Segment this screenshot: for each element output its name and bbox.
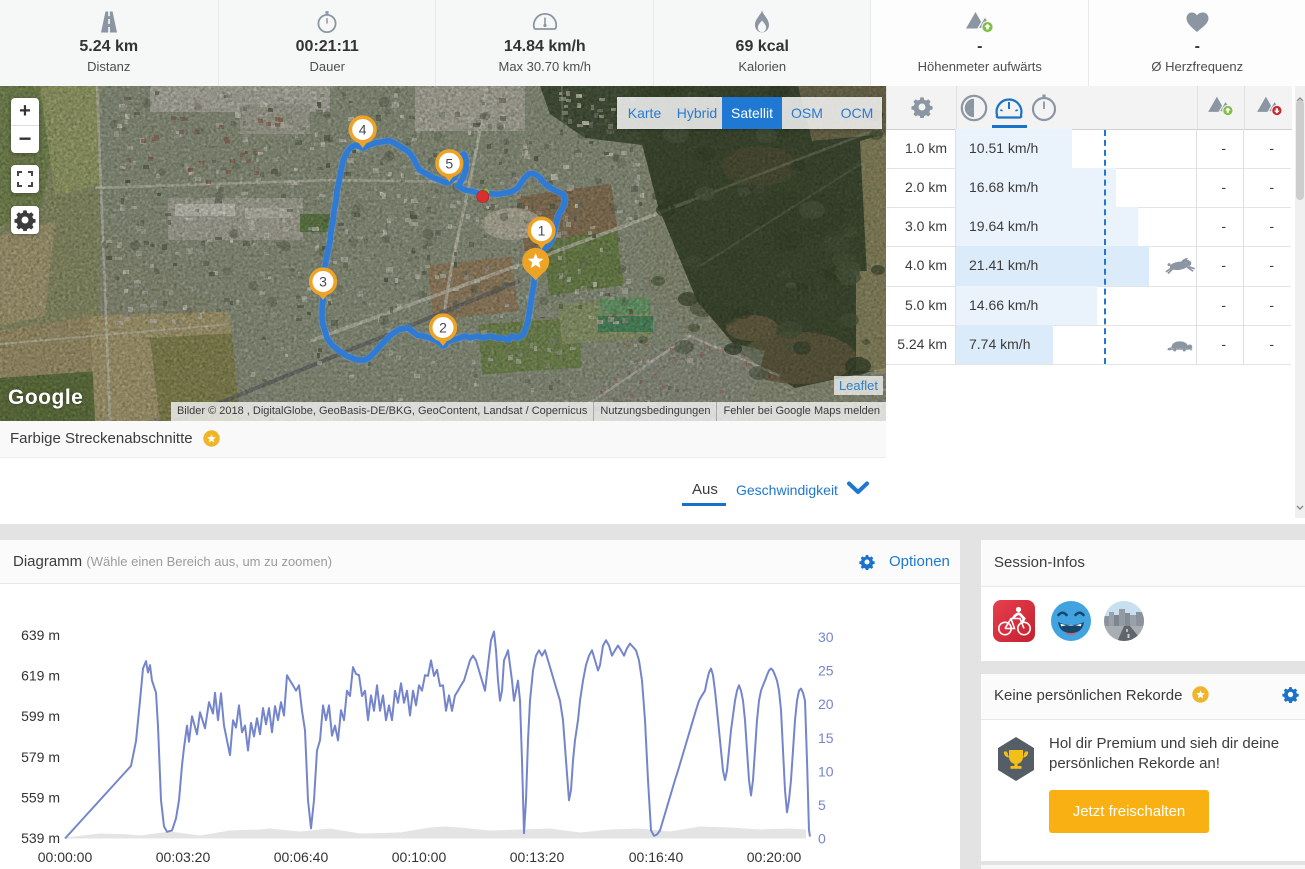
svg-text:619 m: 619 m — [21, 668, 60, 684]
svg-text:00:06:40: 00:06:40 — [274, 849, 329, 865]
svg-text:539 m: 539 m — [21, 830, 60, 846]
svg-text:00:13:20: 00:13:20 — [510, 849, 565, 865]
svg-text:15: 15 — [818, 730, 834, 746]
svg-text:5: 5 — [818, 797, 826, 813]
svg-text:10: 10 — [818, 763, 834, 779]
svg-text:20: 20 — [818, 696, 834, 712]
svg-text:559 m: 559 m — [21, 789, 60, 805]
svg-text:0: 0 — [818, 831, 826, 847]
svg-text:00:16:40: 00:16:40 — [629, 849, 684, 865]
svg-text:00:00:00: 00:00:00 — [38, 849, 93, 865]
svg-text:30: 30 — [818, 629, 834, 645]
svg-text:579 m: 579 m — [21, 749, 60, 765]
svg-text:2: 2 — [439, 320, 447, 336]
svg-text:4: 4 — [359, 122, 367, 138]
svg-text:25: 25 — [818, 663, 834, 679]
svg-text:00:03:20: 00:03:20 — [156, 849, 211, 865]
svg-text:1: 1 — [538, 223, 546, 239]
svg-text:5: 5 — [445, 155, 453, 171]
svg-text:00:20:00: 00:20:00 — [747, 849, 802, 865]
svg-text:639 m: 639 m — [21, 627, 60, 643]
svg-text:00:10:00: 00:10:00 — [392, 849, 447, 865]
svg-text:599 m: 599 m — [21, 708, 60, 724]
svg-text:3: 3 — [319, 274, 327, 290]
